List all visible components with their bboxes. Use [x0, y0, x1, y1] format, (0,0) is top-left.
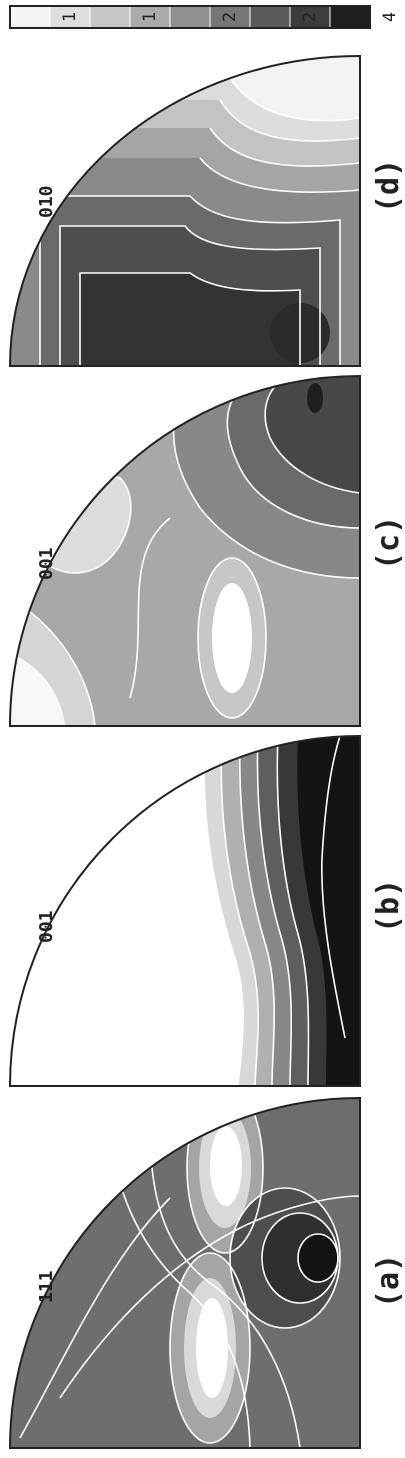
- panel-label-b: (b): [371, 879, 405, 933]
- pole-figure-c: 001 (c): [8, 374, 405, 727]
- scale-label-4: 1: [140, 12, 160, 22]
- pole-label-d: 010: [36, 185, 57, 218]
- pole-label-c: 001: [36, 547, 57, 580]
- scale-swatch: [249, 5, 291, 29]
- scale-frame: [9, 5, 371, 29]
- scale-label-2: 2: [300, 12, 320, 22]
- pole-figure-a: 111 (a): [8, 1096, 405, 1449]
- panel-label-a: (a): [371, 1254, 405, 1308]
- scale-swatch: [169, 5, 211, 29]
- scale-swatch: [9, 5, 51, 29]
- scale-swatches: [9, 5, 371, 29]
- panel-label-c: (c): [371, 516, 405, 570]
- pole-label-a: 111: [36, 1270, 57, 1303]
- pole-figure-b: 001 (b): [8, 734, 405, 1087]
- scale-label-1: 4: [380, 12, 400, 22]
- pole-label-b: 001: [36, 910, 57, 943]
- scale-swatch: [89, 5, 131, 29]
- scale-label-5: 1: [60, 12, 80, 22]
- intensity-scale: 4 2 2 1 1: [9, 5, 400, 29]
- scale-label-3: 2: [220, 12, 240, 22]
- scale-swatch: [329, 5, 371, 29]
- pole-figure-d: 010 (d): [8, 54, 405, 367]
- panel-label-d: (d): [371, 159, 405, 213]
